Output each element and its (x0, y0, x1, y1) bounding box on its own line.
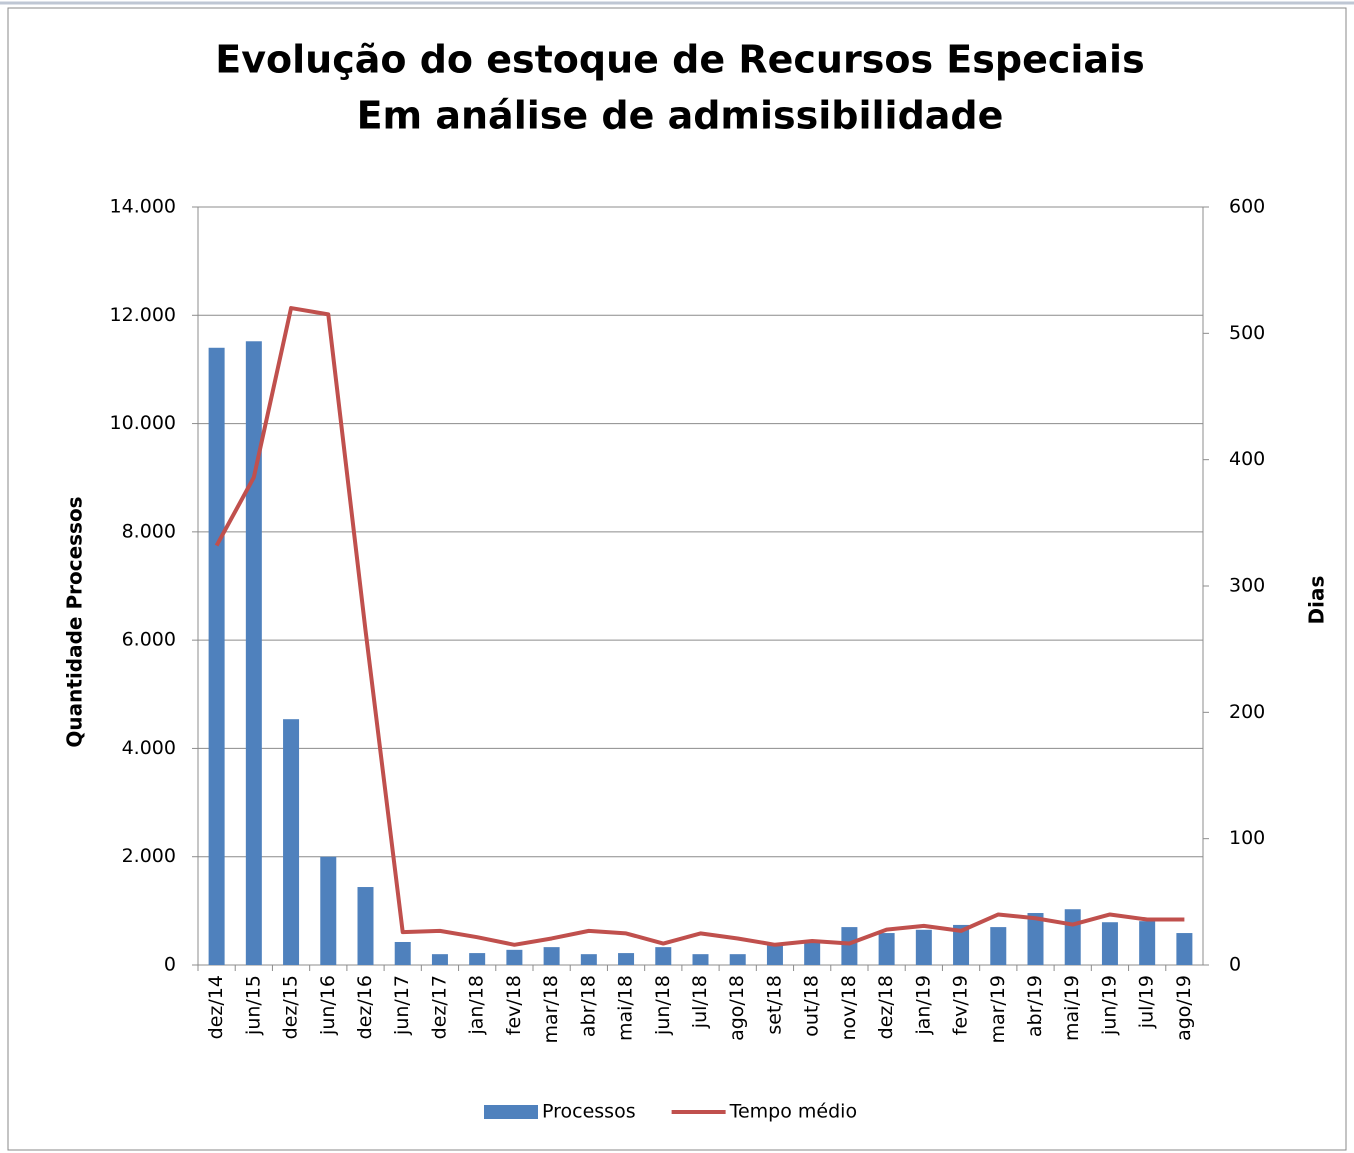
x-tick-label: jun/16 (317, 975, 339, 1036)
bar (208, 347, 225, 965)
x-tick-label: ago/19 (1173, 975, 1195, 1041)
bar (841, 927, 858, 965)
bar (1101, 922, 1118, 965)
y-tick-label: 12.000 (110, 304, 176, 326)
y2-tick-label: 100 (1229, 827, 1265, 849)
x-tick-label: jun/19 (1098, 975, 1120, 1036)
y-tick-label: 6.000 (122, 629, 176, 651)
x-tick-label: dez/16 (354, 975, 376, 1039)
chart-frame (7, 7, 1347, 1151)
x-tick-label: jul/19 (1136, 975, 1158, 1029)
x-tick-label: jan/19 (912, 975, 934, 1036)
bar (245, 341, 262, 965)
y-tick-label: 14.000 (110, 196, 176, 218)
y2-tick-label: 600 (1229, 196, 1265, 218)
x-tick-label: fev/18 (503, 975, 525, 1035)
legend-label: Tempo médio (729, 1101, 857, 1123)
y2-axis-title: Dias (1305, 576, 1329, 625)
y-tick-label: 2.000 (122, 845, 176, 867)
bar (1176, 933, 1193, 965)
x-tick-label: nov/18 (838, 975, 860, 1041)
x-tick-label: jun/17 (391, 975, 413, 1036)
bar (1139, 921, 1156, 965)
bar (1064, 909, 1081, 965)
bar (580, 954, 597, 965)
chart-subtitle: Em análise de admissibilidade (357, 94, 1004, 138)
bar (1027, 913, 1044, 965)
x-tick-label: dez/15 (280, 975, 302, 1039)
bar (320, 856, 337, 965)
bar (953, 924, 970, 965)
bar (431, 954, 448, 965)
bar (357, 887, 374, 965)
y2-tick-label: 300 (1229, 575, 1265, 597)
y2-tick-label: 200 (1229, 701, 1265, 723)
y-tick-label: 4.000 (122, 737, 176, 759)
bar (915, 929, 932, 965)
bar (618, 953, 635, 965)
legend-swatch (484, 1105, 538, 1119)
y2-tick-label: 0 (1229, 954, 1241, 976)
x-tick-label: fev/19 (950, 975, 972, 1035)
bar (990, 927, 1007, 965)
x-tick-label: jun/18 (652, 975, 674, 1036)
bar (394, 941, 411, 965)
bar (655, 947, 672, 965)
y-tick-label: 0 (164, 954, 176, 976)
bar (878, 933, 895, 965)
bar (766, 943, 783, 965)
x-tick-label: dez/14 (205, 975, 227, 1039)
bar (543, 947, 560, 965)
bar (469, 953, 486, 965)
x-tick-label: dez/18 (875, 975, 897, 1039)
y-tick-label: 8.000 (122, 520, 176, 542)
chart-title: Evolução do estoque de Recursos Especiai… (215, 38, 1144, 82)
x-tick-label: jul/18 (689, 975, 711, 1029)
y2-tick-label: 400 (1229, 448, 1265, 470)
x-tick-label: dez/17 (428, 975, 450, 1039)
bar (283, 719, 300, 965)
y-axis-title: Quantidade Processos (63, 496, 87, 747)
bar (729, 954, 746, 965)
y-tick-label: 10.000 (110, 412, 176, 434)
x-tick-label: jun/15 (242, 975, 264, 1036)
x-tick-label: mai/18 (615, 975, 637, 1041)
x-tick-label: mar/18 (540, 975, 562, 1044)
legend-label: Processos (542, 1101, 636, 1123)
x-tick-label: out/18 (801, 975, 823, 1037)
bar (692, 954, 709, 965)
x-tick-label: abr/18 (577, 975, 599, 1037)
x-tick-label: jan/18 (466, 975, 488, 1036)
bar (506, 949, 523, 965)
x-tick-label: mar/19 (987, 975, 1009, 1044)
x-tick-label: ago/18 (726, 975, 748, 1041)
line (214, 306, 1185, 947)
x-tick-label: set/18 (763, 975, 785, 1035)
y2-tick-label: 500 (1229, 322, 1265, 344)
x-tick-label: abr/19 (1024, 975, 1046, 1037)
bar (804, 940, 821, 965)
x-tick-label: mai/19 (1061, 975, 1083, 1041)
